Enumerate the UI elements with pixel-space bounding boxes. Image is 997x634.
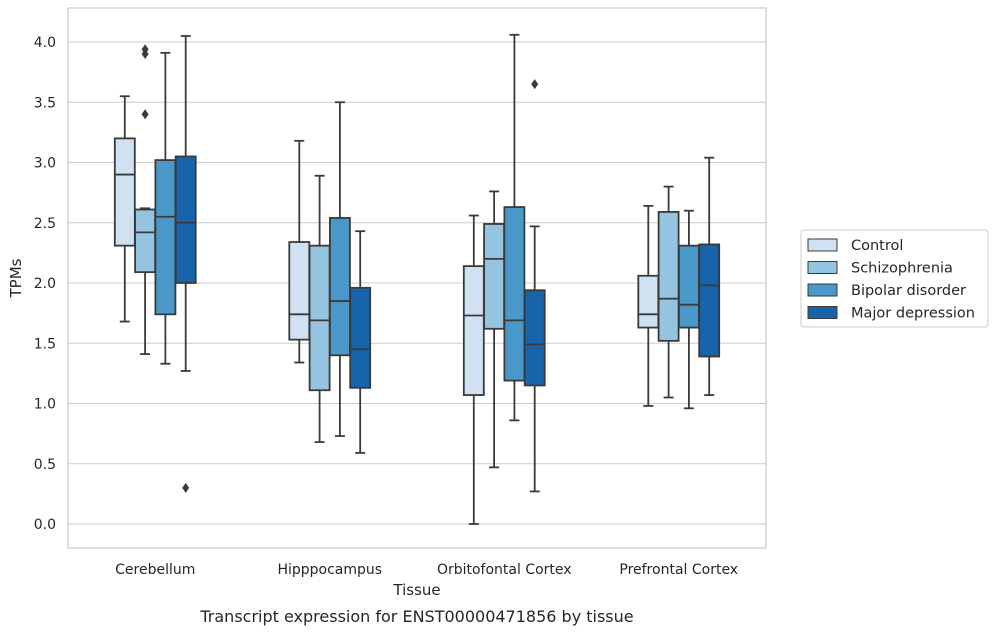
y-tick-label: 2.5 [34,216,56,232]
y-tick-label: 3.5 [34,95,56,111]
y-tick-label: 1.5 [34,336,56,352]
box-iqr [678,244,700,329]
box-schizophrenia [134,44,157,355]
legend-label: Control [851,238,903,254]
legend-frame [800,229,989,328]
outlier-point [531,79,539,90]
boxes [113,33,721,525]
outlier-point [141,109,149,120]
legend-label: Bipolar disorder [851,283,966,299]
box-iqr [154,159,177,316]
box-major-depression [698,156,721,396]
box-iqr [288,241,311,341]
box-iqr [698,243,721,358]
x-tick-labels: Cerebellum Hipppocampus Orbitofontal Corte… [115,562,738,578]
box-schizophrenia [308,174,331,443]
y-tick-label: 0.0 [34,517,56,533]
y-tick-labels: 0.0 0.5 1.0 1.5 2.0 2.5 3.0 3.5 4.0 [34,35,56,533]
figure-caption: Transcript expression for ENST0000047185… [199,607,633,626]
y-tick-label: 1.0 [34,397,56,413]
box-iqr [328,217,351,357]
box-major-depression [523,79,546,493]
x-tick-label: Cerebellum [115,562,195,578]
box-iqr [349,286,372,389]
legend: Control Schizophrenia Bipolar disorder Majo… [800,229,989,328]
box-iqr [637,274,660,329]
x-tick-label: Orbitofontal Cortex [437,562,572,578]
box-control [462,214,485,525]
box-control [113,95,136,323]
box-iqr [657,211,680,342]
box-iqr [113,137,136,247]
x-tick-label: Prefrontal Cortex [619,562,738,578]
y-tick-label: 2.0 [34,276,56,292]
box-iqr [308,244,331,392]
box-control [637,204,660,407]
legend-swatch [807,283,838,297]
box-bipolar-disorder [328,101,351,437]
outlier-point [182,482,190,493]
y-tick-label: 0.5 [34,457,56,473]
box-iqr [462,265,485,396]
legend-swatch [807,261,838,274]
box-iqr [483,223,506,330]
box-bipolar-disorder [678,209,700,410]
plot-frame [67,7,767,549]
box-schizophrenia [483,190,506,469]
box-iqr [503,206,526,382]
x-axis-title: Tissue [392,581,440,599]
y-axis-title: TPMs [7,258,25,298]
y-tick-label: 4.0 [34,35,56,51]
y-tick-label: 3.0 [34,156,56,172]
box-bipolar-disorder [503,33,526,422]
legend-swatch [807,306,838,319]
box-bipolar-disorder [154,51,177,365]
box-iqr [523,289,546,387]
box-schizophrenia [657,185,680,399]
box-major-depression [174,35,197,493]
legend-swatch [807,238,838,252]
box-iqr [174,155,197,284]
x-tick-label: Hipppocampus [277,562,382,578]
box-control [288,139,311,364]
legend-label: Schizophrenia [851,261,953,277]
box-major-depression [349,230,372,454]
legend-label: Major depression [851,306,975,322]
box-iqr [134,208,157,274]
outlier-point [141,44,149,55]
